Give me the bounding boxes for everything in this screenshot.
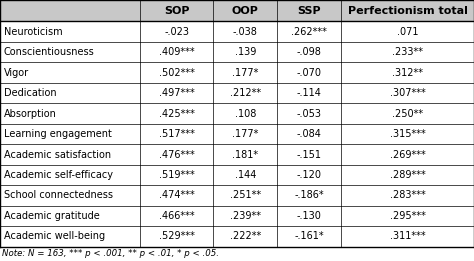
Text: Note: N = 163, *** p < .001, ** p < .01, * p < .05.: Note: N = 163, *** p < .001, ** p < .01,… (2, 249, 219, 258)
Text: -.120: -.120 (297, 170, 322, 180)
Text: School connectedness: School connectedness (4, 191, 113, 200)
Text: .269***: .269*** (390, 150, 426, 159)
Text: .289***: .289*** (390, 170, 426, 180)
Bar (0, 0, 474, 21)
Text: .519***: .519*** (159, 170, 194, 180)
Text: Academic satisfaction: Academic satisfaction (4, 150, 111, 159)
Text: SSP: SSP (298, 6, 321, 16)
Text: Neuroticism: Neuroticism (4, 27, 63, 37)
Text: .476***: .476*** (159, 150, 194, 159)
Text: .474***: .474*** (159, 191, 194, 200)
Text: -.098: -.098 (297, 47, 322, 57)
Text: .529***: .529*** (159, 232, 194, 241)
Text: .139: .139 (235, 47, 256, 57)
Text: SOP: SOP (164, 6, 189, 16)
Text: .251**: .251** (230, 191, 261, 200)
Text: .315***: .315*** (390, 129, 426, 139)
Text: Absorption: Absorption (4, 109, 57, 118)
Text: OOP: OOP (232, 6, 259, 16)
Text: -.114: -.114 (297, 88, 322, 98)
Text: -.186*: -.186* (294, 191, 324, 200)
Text: .262***: .262*** (292, 27, 327, 37)
Text: .177*: .177* (232, 129, 258, 139)
Text: .312**: .312** (392, 68, 423, 78)
Text: .517***: .517*** (159, 129, 194, 139)
Text: -.023: -.023 (164, 27, 189, 37)
Text: -.161*: -.161* (294, 232, 324, 241)
Text: .239**: .239** (230, 211, 261, 221)
Text: -.070: -.070 (297, 68, 322, 78)
Text: Academic gratitude: Academic gratitude (4, 211, 100, 221)
Text: .311***: .311*** (390, 232, 426, 241)
Text: Learning engagement: Learning engagement (4, 129, 112, 139)
Text: .250**: .250** (392, 109, 423, 118)
Text: .233**: .233** (392, 47, 423, 57)
Text: .307***: .307*** (390, 88, 426, 98)
Text: .222**: .222** (230, 232, 261, 241)
Text: .144: .144 (235, 170, 256, 180)
Text: .502***: .502*** (159, 68, 194, 78)
Text: .212**: .212** (230, 88, 261, 98)
Text: Dedication: Dedication (4, 88, 56, 98)
Text: Academic self-efficacy: Academic self-efficacy (4, 170, 113, 180)
Text: Conscientiousness: Conscientiousness (4, 47, 94, 57)
Text: Perfectionism total: Perfectionism total (348, 6, 467, 16)
Text: .466***: .466*** (159, 211, 194, 221)
Text: -.084: -.084 (297, 129, 322, 139)
Text: .425***: .425*** (159, 109, 194, 118)
Text: .177*: .177* (232, 68, 258, 78)
Text: Academic well-being: Academic well-being (4, 232, 105, 241)
Text: .295***: .295*** (390, 211, 426, 221)
Text: -.130: -.130 (297, 211, 322, 221)
Text: .409***: .409*** (159, 47, 194, 57)
Text: .071: .071 (397, 27, 419, 37)
Text: Vigor: Vigor (4, 68, 29, 78)
Text: .181*: .181* (232, 150, 258, 159)
Text: .283***: .283*** (390, 191, 426, 200)
Text: -.151: -.151 (297, 150, 322, 159)
Text: -.038: -.038 (233, 27, 258, 37)
Text: .108: .108 (235, 109, 256, 118)
Text: -.053: -.053 (297, 109, 322, 118)
Text: .497***: .497*** (159, 88, 194, 98)
